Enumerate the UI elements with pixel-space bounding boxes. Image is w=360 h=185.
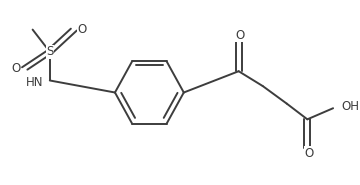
Text: O: O: [236, 29, 245, 42]
Text: O: O: [78, 23, 87, 36]
Text: OH: OH: [342, 100, 360, 113]
Text: O: O: [12, 62, 21, 75]
Text: HN: HN: [26, 76, 43, 89]
Text: O: O: [305, 147, 314, 160]
Text: S: S: [46, 45, 54, 58]
